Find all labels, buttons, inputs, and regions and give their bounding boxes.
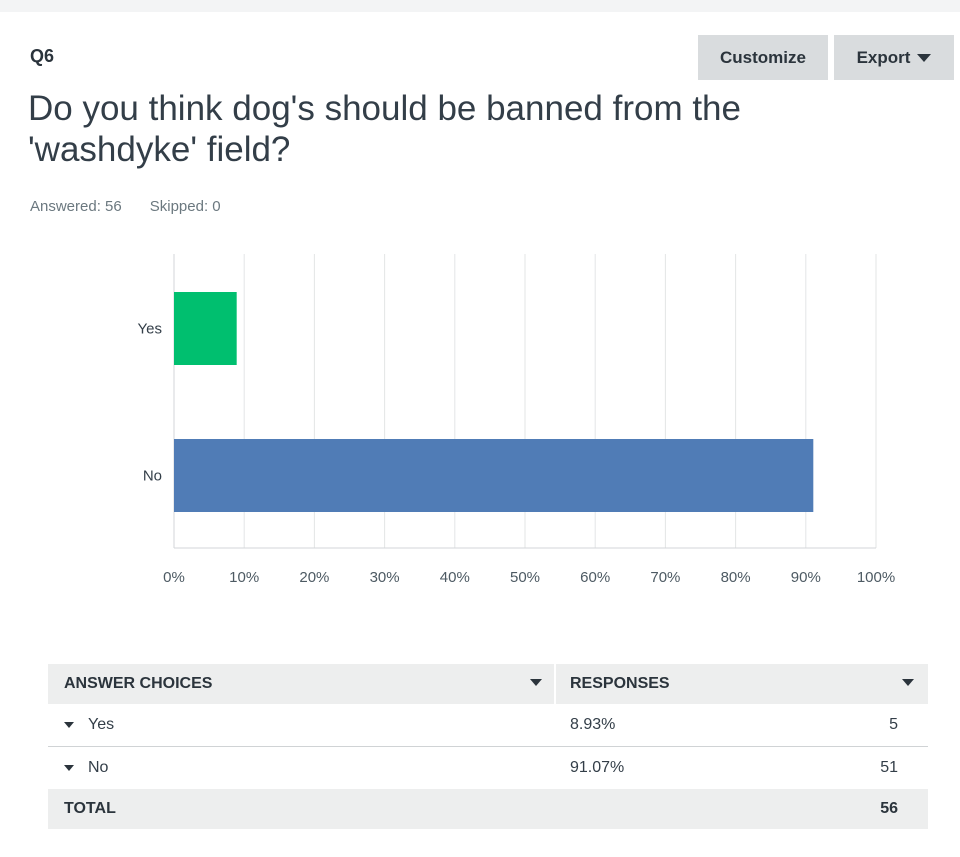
x-tick-label: 60% (580, 569, 610, 586)
export-button[interactable]: Export (834, 35, 954, 80)
bar (174, 439, 814, 512)
table-row: Yes 8.93% 5 (48, 704, 928, 747)
response-percent: 8.93% (570, 716, 616, 733)
x-tick-label: 100% (857, 569, 895, 586)
expand-caret-icon[interactable] (64, 764, 74, 771)
x-tick-label: 70% (650, 569, 680, 586)
export-label: Export (856, 47, 911, 67)
category-label: No (143, 468, 162, 485)
choice-label: No (88, 759, 109, 776)
sort-caret-icon[interactable] (902, 679, 914, 686)
top-strip (0, 0, 960, 12)
table-total-row: TOTAL 56 (48, 789, 928, 829)
x-tick-label: 90% (791, 569, 821, 586)
header-answer-choices[interactable]: ANSWER CHOICES (64, 675, 213, 692)
choice-label: Yes (88, 716, 115, 733)
x-tick-label: 10% (229, 569, 259, 586)
total-count: 56 (880, 800, 898, 817)
results-table: ANSWER CHOICES RESPONSES Yes 8.93% 5 No … (48, 664, 928, 829)
header-responses[interactable]: RESPONSES (570, 675, 670, 692)
question-title: Do you think dog's should be banned from… (28, 89, 741, 169)
x-tick-label: 30% (370, 569, 400, 586)
bar (174, 292, 237, 365)
bar-chart: 0% 10% 20% 30% 40% 50% 60% 70% 80% 90% 100% Yes No (138, 254, 895, 586)
question-number: Q6 (30, 46, 55, 66)
x-tick-label: 40% (440, 569, 470, 586)
x-tick-label: 80% (721, 569, 751, 586)
response-percent: 91.07% (570, 759, 625, 776)
sort-caret-icon[interactable] (530, 679, 542, 686)
response-count: 51 (880, 759, 898, 776)
customize-label: Customize (720, 47, 806, 67)
chevron-down-icon (917, 53, 932, 62)
x-tick-label: 50% (510, 569, 540, 586)
table-header: ANSWER CHOICES RESPONSES (48, 664, 928, 704)
x-tick-label: 0% (163, 569, 185, 586)
response-stats: Answered: 56 Skipped: 0 (30, 198, 221, 215)
category-label: Yes (138, 321, 162, 338)
table-row: No 91.07% 51 (48, 747, 928, 789)
skipped-count: Skipped: 0 (149, 198, 221, 215)
expand-caret-icon[interactable] (64, 721, 74, 728)
response-count: 5 (889, 716, 898, 733)
x-tick-label: 20% (299, 569, 329, 586)
total-label: TOTAL (64, 800, 116, 817)
customize-button[interactable]: Customize (698, 35, 828, 80)
answered-count: Answered: 56 (30, 198, 122, 215)
